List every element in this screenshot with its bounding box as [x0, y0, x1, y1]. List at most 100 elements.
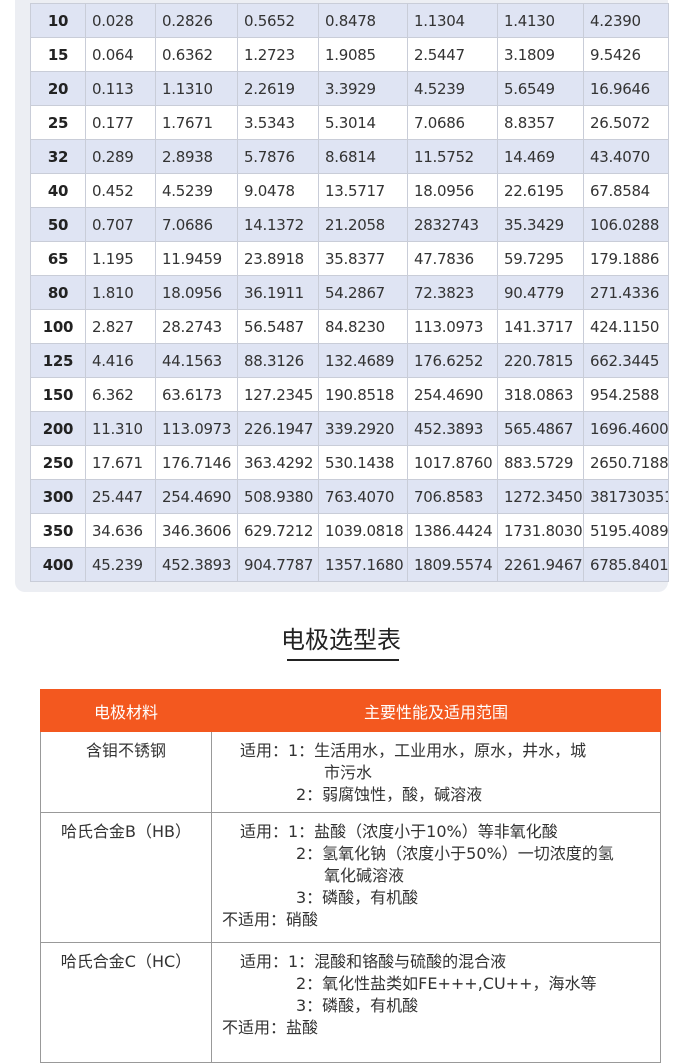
flow-row: 350 34.636 346.3606 629.7212 1039.0818 1386.4…	[30, 513, 669, 548]
flow-cell: 0.8478	[318, 3, 408, 38]
flow-row: 400 45.239 452.3893 904.7787 1357.1680 1809.5…	[30, 547, 669, 582]
flow-cell: 2.8938	[155, 139, 238, 174]
flow-cell: 0.289	[85, 139, 156, 174]
header-cell: 电极材料	[40, 689, 212, 732]
diameter-cell: 200	[30, 411, 86, 446]
flow-cell: 127.2345	[237, 377, 319, 412]
flow-row: 65 1.195 11.9459 23.8918 35.8377 47.7836 59.72…	[30, 241, 669, 276]
diameter-cell: 350	[30, 513, 86, 548]
flow-cell: 2.5447	[407, 37, 498, 72]
row: 哈氏合金B（HB） 适用：1：盐酸（浓度小于10%）等非氧化酸 2：氢氧化钠（浓…	[40, 812, 661, 943]
flow-cell: 662.3445	[583, 343, 669, 378]
row: 含钼不锈钢 适用：1：生活用水，工业用水，原水，井水，城 市污水 2：弱腐蚀性，…	[40, 731, 661, 813]
flow-cell: 1.195	[85, 241, 156, 276]
row: 哈氏合金C（HC） 适用：1：混酸和铬酸与硫酸的混合液 2：氧化性盐类如FE++…	[40, 942, 661, 1063]
usage-line: 市污水	[324, 763, 373, 782]
flow-cell: 1.1304	[407, 3, 498, 38]
flow-row: 250 17.671 176.7146 363.4292 530.1438 1017.87…	[30, 445, 669, 480]
flow-cell: 18.0956	[407, 173, 498, 208]
usage-line: 3：磷酸，有机酸	[296, 888, 419, 907]
flow-cell: 220.7815	[497, 343, 584, 378]
flow-cell: 1.7671	[155, 105, 238, 140]
flow-cell: 179.1886	[583, 241, 669, 276]
flow-cell: 0.2826	[155, 3, 238, 38]
flow-row: 32 0.289 2.8938 5.7876 8.6814 11.5752 14.469 43…	[30, 139, 669, 174]
flow-cell: 318.0863	[497, 377, 584, 412]
flow-cell: 67.8584	[583, 173, 669, 208]
flow-cell: 8.8357	[497, 105, 584, 140]
flow-cell: 339.2920	[318, 411, 408, 446]
flow-cell: 0.5652	[237, 3, 319, 38]
flow-row: 50 0.707 7.0686 14.1372 21.2058 2832743 35.342…	[30, 207, 669, 242]
flow-cell: 36.1911	[237, 275, 319, 310]
flow-table: 10 0.028 0.2826 0.5652 0.8478 1.1304 1.4130 4.2…	[30, 3, 669, 582]
flow-cell: 1731.8030	[497, 513, 584, 548]
flow-cell: 0.707	[85, 207, 156, 242]
flow-cell: 0.177	[85, 105, 156, 140]
flow-cell: 141.3717	[497, 309, 584, 344]
flow-cell: 1.2723	[237, 37, 319, 72]
flow-cell: 54.2867	[318, 275, 408, 310]
flow-cell: 1.810	[85, 275, 156, 310]
flow-cell: 14.1372	[237, 207, 319, 242]
flow-cell: 23.8918	[237, 241, 319, 276]
diameter-cell: 65	[30, 241, 86, 276]
flow-cell: 14.469	[497, 139, 584, 174]
title-underline	[287, 659, 399, 661]
flow-cell: 381730351	[583, 479, 669, 514]
diameter-cell: 15	[30, 37, 86, 72]
flow-cell: 1809.5574	[407, 547, 498, 582]
flow-cell: 72.3823	[407, 275, 498, 310]
electrode-table: 电极材料 主要性能及适用范围 含钼不锈钢 适用：1：生活用水，工业用水，原水，井…	[40, 689, 661, 1063]
flow-row: 300 25.447 254.4690 508.9380 763.4070 706.858…	[30, 479, 669, 514]
flow-cell: 56.5487	[237, 309, 319, 344]
material: 哈氏合金C（HC）	[40, 942, 212, 1063]
flow-row: 80 1.810 18.0956 36.1911 54.2867 72.3823 90.47…	[30, 275, 669, 310]
flow-cell: 17.671	[85, 445, 156, 480]
flow-cell: 1.9085	[318, 37, 408, 72]
flow-cell: 904.7787	[237, 547, 319, 582]
flow-cell: 0.113	[85, 71, 156, 106]
flow-cell: 2650.7188	[583, 445, 669, 480]
flow-table-panel: 10 0.028 0.2826 0.5652 0.8478 1.1304 1.4130 4.2…	[15, 0, 669, 592]
diameter-cell: 50	[30, 207, 86, 242]
flow-cell: 43.4070	[583, 139, 669, 174]
flow-cell: 9.5426	[583, 37, 669, 72]
section-title: 电极选型表	[281, 626, 401, 654]
diameter-cell: 125	[30, 343, 86, 378]
flow-cell: 363.4292	[237, 445, 319, 480]
flow-cell: 8.6814	[318, 139, 408, 174]
usage-line: 适用：1：盐酸（浓度小于10%）等非氧化酸	[240, 822, 558, 841]
flow-cell: 7.0686	[155, 207, 238, 242]
flow-cell: 4.2390	[583, 3, 669, 38]
material: 哈氏合金B（HB）	[40, 812, 212, 943]
flow-cell: 5.6549	[497, 71, 584, 106]
flow-cell: 25.447	[85, 479, 156, 514]
diameter-cell: 400	[30, 547, 86, 582]
flow-cell: 22.6195	[497, 173, 584, 208]
flow-cell: 90.4779	[497, 275, 584, 310]
flow-cell: 530.1438	[318, 445, 408, 480]
flow-cell: 11.9459	[155, 241, 238, 276]
flow-cell: 0.6362	[155, 37, 238, 72]
flow-row: 15 0.064 0.6362 1.2723 1.9085 2.5447 3.1809 9.5…	[30, 37, 669, 72]
flow-cell: 44.1563	[155, 343, 238, 378]
flow-cell: 11.5752	[407, 139, 498, 174]
flow-cell: 3.3929	[318, 71, 408, 106]
flow-cell: 13.5717	[318, 173, 408, 208]
flow-cell: 271.4336	[583, 275, 669, 310]
usage-line: 3：磷酸，有机酸	[296, 996, 419, 1015]
flow-cell: 7.0686	[407, 105, 498, 140]
flow-cell: 6.362	[85, 377, 156, 412]
material: 含钼不锈钢	[40, 731, 212, 813]
flow-cell: 508.9380	[237, 479, 319, 514]
flow-row: 150 6.362 63.6173 127.2345 190.8518 254.4690 3…	[30, 377, 669, 412]
flow-row: 25 0.177 1.7671 3.5343 5.3014 7.0686 8.8357 26.…	[30, 105, 669, 140]
usage-line: 不适用：硝酸	[222, 910, 319, 929]
usage-cell: 适用：1：混酸和铬酸与硫酸的混合液 2：氧化性盐类如FE+++,CU++，海水等…	[211, 942, 661, 1063]
header-cell: 主要性能及适用范围	[211, 689, 661, 732]
flow-cell: 9.0478	[237, 173, 319, 208]
page-body: {"flow_table":{"rows":[ ["10","0.028","0…	[15, 0, 669, 1063]
flow-cell: 11.310	[85, 411, 156, 446]
flow-cell: 47.7836	[407, 241, 498, 276]
